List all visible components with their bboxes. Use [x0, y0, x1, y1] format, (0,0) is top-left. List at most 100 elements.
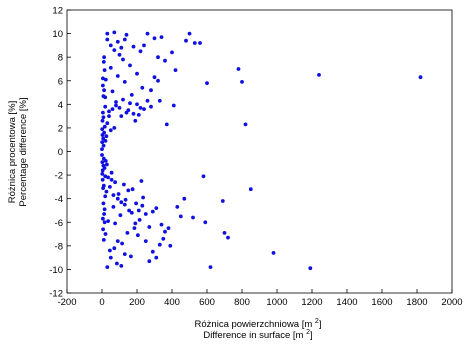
x-tick-label: 800: [234, 297, 250, 308]
data-point: [126, 188, 131, 193]
data-point: [101, 227, 105, 232]
data-point: [102, 212, 106, 216]
data-point: [154, 206, 159, 211]
data-point: [119, 45, 124, 50]
data-point: [103, 104, 108, 109]
data-point: [118, 213, 123, 218]
data-point: [108, 43, 113, 48]
data-point: [147, 225, 152, 229]
data-point: [106, 219, 110, 224]
data-point: [129, 93, 134, 97]
data-point: [203, 220, 208, 225]
data-point: [187, 31, 192, 36]
data-point: [152, 36, 157, 41]
data-point: [192, 41, 197, 45]
data-point: [108, 248, 112, 253]
data-point: [102, 166, 107, 170]
data-point: [145, 98, 150, 103]
plot-frame: [66, 9, 453, 294]
data-point: [140, 203, 145, 208]
data-point: [112, 126, 117, 130]
data-point: [102, 220, 107, 225]
data-point: [175, 205, 180, 209]
data-point: [128, 101, 132, 106]
data-point: [102, 130, 106, 135]
data-point: [139, 179, 144, 183]
data-point: [114, 103, 118, 108]
data-point: [104, 134, 109, 139]
data-point: [198, 41, 202, 45]
data-point: [184, 38, 188, 43]
data-point: [150, 209, 155, 214]
data-point: [136, 113, 141, 117]
data-point: [201, 174, 206, 179]
x-tick-label: 600: [199, 297, 215, 308]
data-point: [142, 43, 146, 48]
data-point: [166, 226, 171, 231]
data-point: [157, 242, 162, 247]
data-point: [101, 94, 106, 98]
data-point: [131, 44, 136, 49]
data-point: [110, 107, 115, 111]
data-point: [101, 201, 106, 206]
data-point: [115, 261, 119, 266]
data-point: [119, 264, 124, 268]
data-point: [100, 118, 105, 123]
data-point: [109, 177, 114, 182]
y-tick-label: -8: [55, 241, 63, 252]
data-point: [100, 160, 105, 165]
y-tick-label: 0: [58, 147, 63, 158]
y-tick-label: 8: [58, 53, 63, 64]
data-point: [149, 104, 153, 109]
data-point: [106, 175, 110, 180]
data-point: [111, 193, 116, 198]
y-tick-label: 6: [58, 76, 63, 87]
data-point: [108, 65, 113, 70]
data-point: [208, 265, 213, 269]
data-point: [128, 63, 132, 68]
data-point: [164, 122, 169, 127]
data-point: [134, 201, 139, 206]
data-point: [141, 195, 146, 200]
data-point: [133, 221, 138, 226]
data-point: [127, 208, 131, 213]
data-point: [103, 139, 108, 143]
data-point: [111, 205, 116, 209]
data-point: [222, 231, 227, 235]
data-point: [152, 75, 157, 80]
data-point: [105, 31, 110, 36]
data-point: [138, 49, 143, 54]
y-tick-label: 12: [52, 6, 63, 17]
data-point: [115, 196, 120, 201]
data-point: [102, 55, 106, 60]
data-point: [107, 109, 111, 114]
data-point: [100, 147, 104, 152]
y-tick-label: -6: [55, 218, 63, 229]
data-point: [102, 68, 107, 72]
data-point: [159, 222, 164, 227]
data-points: [100, 30, 423, 271]
data-point: [137, 218, 142, 222]
data-point: [114, 100, 118, 104]
data-point: [115, 239, 120, 244]
x-tick-label: 1600: [371, 297, 392, 308]
data-point: [112, 246, 117, 251]
data-point: [138, 106, 143, 110]
data-point: [123, 197, 128, 202]
data-point: [124, 110, 129, 115]
data-point: [163, 58, 167, 63]
data-point: [101, 186, 105, 191]
data-point: [191, 215, 195, 220]
data-point: [124, 32, 129, 37]
data-point: [103, 174, 108, 179]
y-tick-label: -2: [55, 171, 63, 182]
data-point: [154, 255, 159, 260]
data-point: [135, 102, 139, 107]
data-point: [418, 75, 423, 80]
x-tick-label: 1400: [336, 297, 357, 308]
data-point: [105, 162, 109, 167]
data-point: [145, 31, 150, 36]
data-point: [103, 159, 108, 163]
data-point: [105, 37, 110, 42]
